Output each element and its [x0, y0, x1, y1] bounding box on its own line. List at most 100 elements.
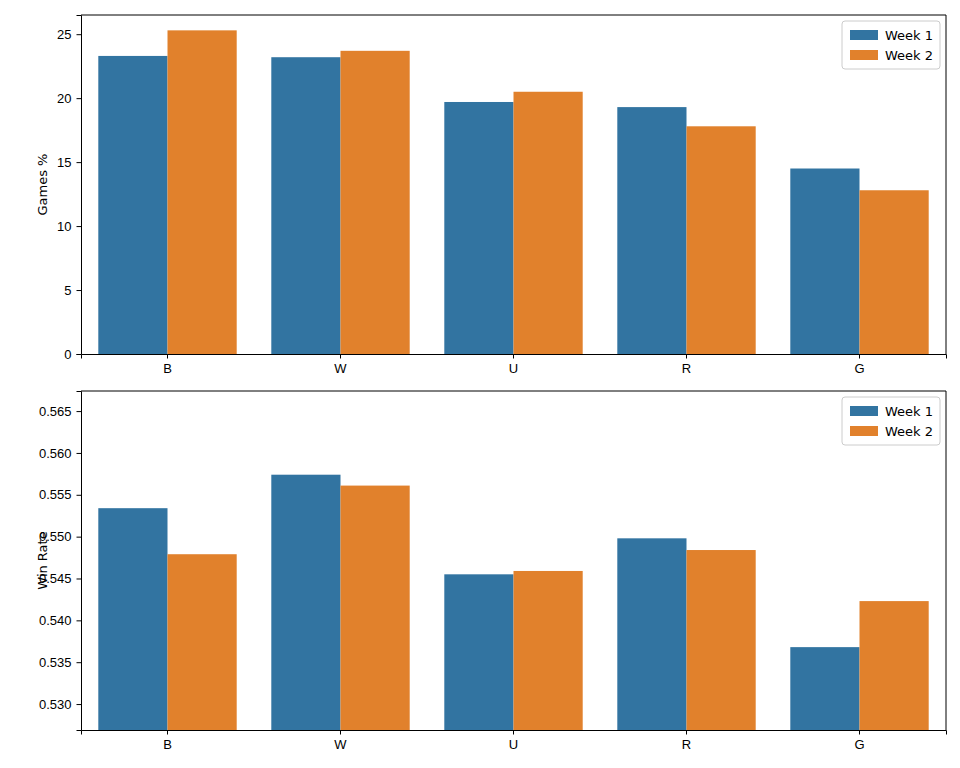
- legend-item: Week 2: [850, 48, 933, 63]
- bar: [341, 51, 410, 354]
- tick-mark: [77, 290, 82, 291]
- legend-item: Week 1: [850, 404, 933, 419]
- tick-label: 25: [57, 27, 71, 42]
- figure: 0510152025BWURGGames %Week 1Week 20.5300…: [0, 0, 960, 768]
- tick-label: B: [163, 361, 172, 376]
- tick-label: U: [509, 737, 518, 752]
- y-tick: 0.555: [39, 487, 81, 502]
- x-axis: BWURG: [82, 730, 947, 752]
- tick-label: 0.530: [39, 697, 72, 712]
- subplot: 0.5300.5350.5400.5450.5500.5550.5600.565…: [35, 391, 947, 752]
- bar: [271, 475, 340, 730]
- tick-mark: [77, 495, 82, 496]
- y-tick: 25: [57, 27, 81, 42]
- y-tick: 0.565: [39, 404, 81, 419]
- tick-label: 10: [57, 219, 71, 234]
- bars: [98, 475, 928, 730]
- bar: [514, 92, 583, 354]
- tick-label: 0.540: [39, 613, 72, 628]
- tick-mark: [340, 730, 341, 735]
- bar: [98, 508, 167, 730]
- bar: [168, 30, 237, 354]
- x-tick: R: [682, 354, 691, 376]
- tick-mark: [686, 730, 687, 735]
- tick-mark: [77, 537, 82, 538]
- tick-label: B: [163, 737, 172, 752]
- tick-mark: [77, 354, 82, 355]
- legend-box: [842, 397, 940, 445]
- tick-mark: [77, 411, 82, 412]
- frame: [946, 391, 947, 730]
- legend-label: Week 1: [885, 404, 933, 419]
- y-tick: 15: [57, 155, 81, 170]
- y-axis: 0510152025: [57, 16, 81, 362]
- y-tick: 0.530: [39, 697, 81, 712]
- x-tick: B: [163, 354, 172, 376]
- bar: [271, 57, 340, 354]
- bar: [98, 56, 167, 354]
- tick-mark: [77, 226, 82, 227]
- x-tick: U: [509, 354, 518, 376]
- axis-line: [77, 16, 82, 355]
- bar: [687, 550, 756, 730]
- legend-box: [842, 21, 940, 69]
- bar: [444, 574, 513, 730]
- bar: [168, 554, 237, 730]
- legend-label: Week 1: [885, 28, 933, 43]
- y-tick: 0: [64, 347, 81, 362]
- axis-line: [82, 731, 947, 735]
- axis-line: [82, 355, 947, 359]
- tick-label: 15: [57, 155, 71, 170]
- bar-series: [98, 475, 859, 730]
- y-tick: 0.535: [39, 655, 81, 670]
- tick-label: 0.535: [39, 655, 72, 670]
- tick-mark: [513, 354, 514, 359]
- legend-swatch: [850, 50, 878, 60]
- tick-label: W: [334, 737, 347, 752]
- bar: [860, 190, 929, 354]
- tick-mark: [167, 354, 168, 359]
- tick-label: 20: [57, 91, 71, 106]
- tick-mark: [167, 730, 168, 735]
- y-axis-title: Games %: [35, 154, 50, 216]
- tick-mark: [77, 662, 82, 663]
- tick-label: R: [682, 361, 691, 376]
- tick-mark: [513, 730, 514, 735]
- y-tick: 0.540: [39, 613, 81, 628]
- frame: [946, 15, 947, 354]
- tick-label: R: [682, 737, 691, 752]
- tick-mark: [340, 354, 341, 359]
- tick-mark: [77, 620, 82, 621]
- x-tick: W: [334, 730, 347, 752]
- tick-label: 0.565: [39, 404, 72, 419]
- legend-label: Week 2: [885, 48, 933, 63]
- frame: [81, 391, 946, 392]
- tick-mark: [77, 162, 82, 163]
- bar: [860, 601, 929, 730]
- bar: [790, 647, 859, 730]
- legend-swatch: [850, 426, 878, 436]
- tick-mark: [859, 354, 860, 359]
- tick-mark: [77, 704, 82, 705]
- x-tick: W: [334, 354, 347, 376]
- bar: [790, 169, 859, 354]
- bar: [341, 486, 410, 730]
- tick-label: 0.560: [39, 446, 72, 461]
- x-tick: G: [854, 730, 864, 752]
- legend-label: Week 2: [885, 424, 933, 439]
- y-tick: 10: [57, 219, 81, 234]
- tick-label: U: [509, 361, 518, 376]
- legend-item: Week 2: [850, 424, 933, 439]
- legend-swatch: [850, 406, 878, 416]
- axis-line: [77, 392, 82, 731]
- tick-label: W: [334, 361, 347, 376]
- frame: [81, 15, 946, 16]
- tick-mark: [859, 730, 860, 735]
- x-tick: B: [163, 730, 172, 752]
- bar-series: [168, 486, 929, 730]
- legend: Week 1 Week 2: [842, 397, 940, 445]
- bar: [687, 126, 756, 354]
- y-axis-title: Win Rate: [35, 531, 50, 589]
- bar: [514, 571, 583, 730]
- tick-label: 0: [64, 347, 71, 362]
